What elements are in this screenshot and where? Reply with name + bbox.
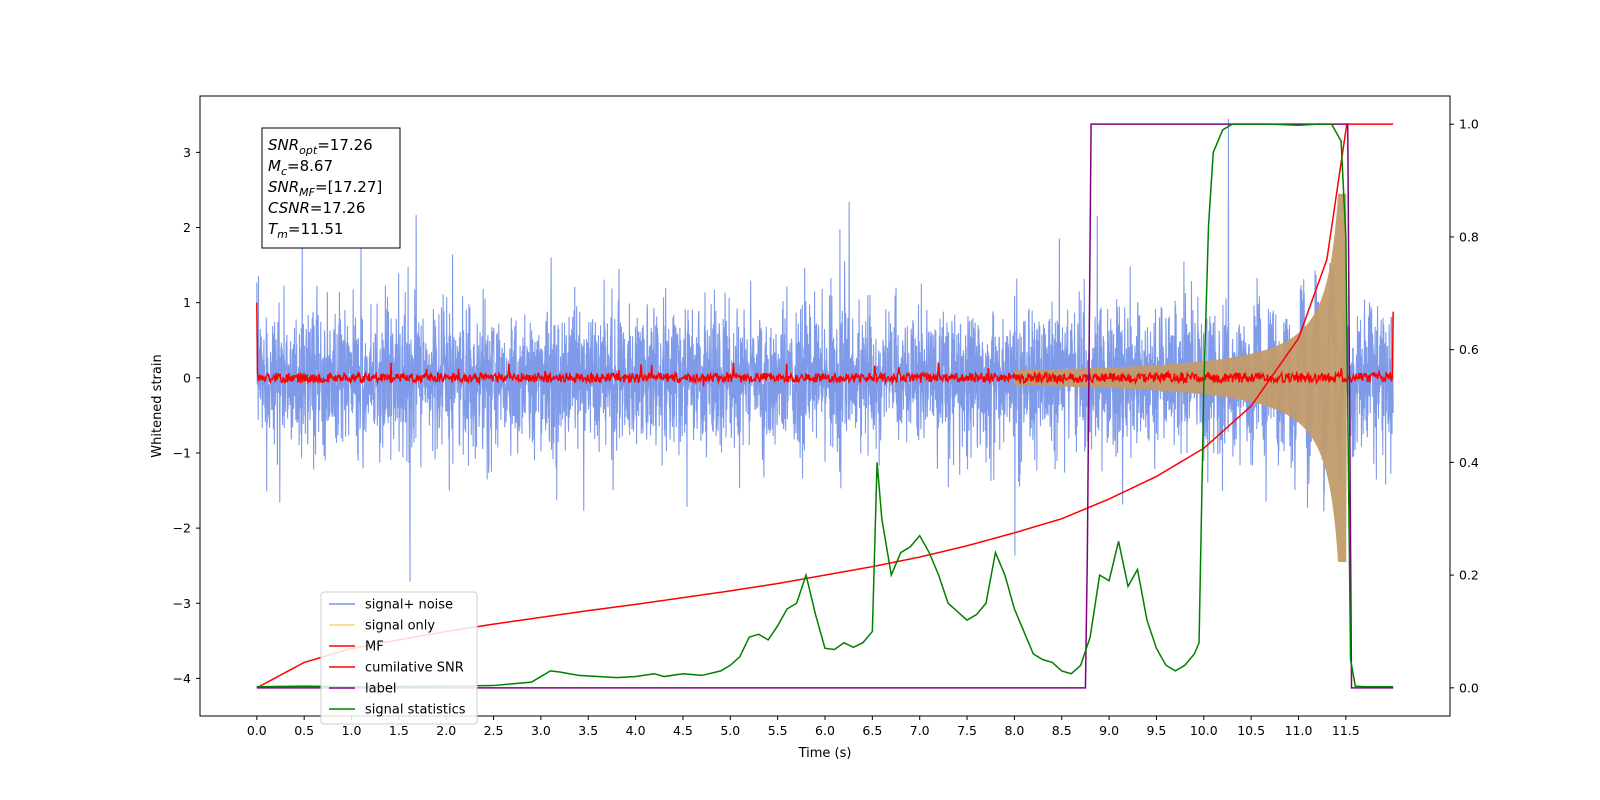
- x-tick-label: 1.0: [342, 723, 362, 738]
- x-axis-label: Time (s): [798, 746, 852, 761]
- left-y-tick-label: 3: [183, 145, 191, 160]
- x-tick-label: 4.5: [673, 723, 693, 738]
- x-tick-label: 9.5: [1146, 723, 1166, 738]
- right-y-axis-ticks: 1.0 0.8 0.6 0.4 0.2 0.0: [1450, 117, 1479, 695]
- series-signal-statistics: [256, 123, 1394, 688]
- series-signal-noise: [256, 118, 1394, 582]
- left-y-tick-label: 0: [183, 370, 191, 385]
- right-y-tick-label: 0.4: [1459, 455, 1479, 470]
- legend-entry: signal statistics: [365, 703, 466, 718]
- x-tick-label: 1.5: [389, 723, 409, 738]
- x-tick-label: 5.5: [768, 723, 788, 738]
- x-tick-label: 8.0: [1004, 723, 1024, 738]
- x-tick-label: 8.5: [1052, 723, 1072, 738]
- x-tick-label: 9.0: [1099, 723, 1119, 738]
- legend-entry: signal+ noise: [365, 598, 453, 613]
- right-y-tick-label: 0.8: [1459, 229, 1479, 244]
- annotation-frame: [261, 127, 401, 249]
- right-y-tick-label: 1.0: [1459, 117, 1479, 132]
- left-y-tick-label: 1: [183, 295, 191, 310]
- x-tick-label: 7.5: [957, 723, 977, 738]
- legend: signal+ noise signal only MF cumilative SNR…: [320, 591, 478, 725]
- legend-entry: MF: [365, 640, 384, 655]
- annotation-line: SNRopt=17.26: [268, 136, 373, 157]
- left-y-tick-label: −2: [173, 521, 191, 536]
- left-y-tick-label: −4: [173, 671, 191, 686]
- x-tick-label: 6.5: [862, 723, 882, 738]
- right-y-tick-label: 0.6: [1459, 342, 1479, 357]
- x-tick-label: 10.0: [1190, 723, 1218, 738]
- right-y-tick-label: 0.0: [1459, 680, 1479, 695]
- metrics-annotation-box: SNRopt=17.26Mc=8.67SNRMF=[17.27]CSNR=17.…: [261, 127, 401, 249]
- legend-entry: label: [365, 682, 396, 697]
- legend-entry: cumilative SNR: [365, 661, 464, 676]
- x-tick-label: 2.0: [436, 723, 456, 738]
- annotation-line: CSNR=17.26: [268, 199, 365, 217]
- x-axis-ticks: 0.0 0.5 1.0 1.5 2.0 2.5 3.0 3.5 4.0 4.5 5.0 5.5 6.0 6…: [247, 716, 1360, 738]
- left-y-tick-label: −3: [173, 596, 191, 611]
- legend-frame: [320, 591, 478, 725]
- x-tick-label: 6.0: [815, 723, 835, 738]
- left-y-axis-ticks: 3 2 1 0 −1 −2 −3 −4: [173, 145, 200, 686]
- x-tick-label: 11.5: [1332, 723, 1360, 738]
- x-tick-label: 0.5: [294, 723, 314, 738]
- annotation-line: SNRMF=[17.27]: [268, 178, 382, 199]
- right-y-tick-label: 0.2: [1459, 568, 1479, 583]
- annotation-line: Tm=11.51: [268, 220, 343, 241]
- annotation-line: Mc=8.67: [268, 157, 333, 178]
- x-tick-label: 0.0: [247, 723, 267, 738]
- left-y-tick-label: 2: [183, 220, 191, 235]
- left-y-tick-label: −1: [173, 445, 191, 460]
- x-tick-label: 2.5: [484, 723, 504, 738]
- legend-entry: signal only: [365, 619, 435, 634]
- x-tick-label: 10.5: [1237, 723, 1265, 738]
- x-tick-label: 4.0: [626, 723, 646, 738]
- x-tick-label: 3.5: [578, 723, 598, 738]
- series-label: [256, 123, 1394, 689]
- x-tick-label: 7.0: [910, 723, 930, 738]
- x-tick-label: 5.0: [720, 723, 740, 738]
- x-tick-label: 11.0: [1285, 723, 1313, 738]
- left-y-axis-label: Whitened strain: [150, 354, 165, 457]
- x-tick-label: 3.0: [531, 723, 551, 738]
